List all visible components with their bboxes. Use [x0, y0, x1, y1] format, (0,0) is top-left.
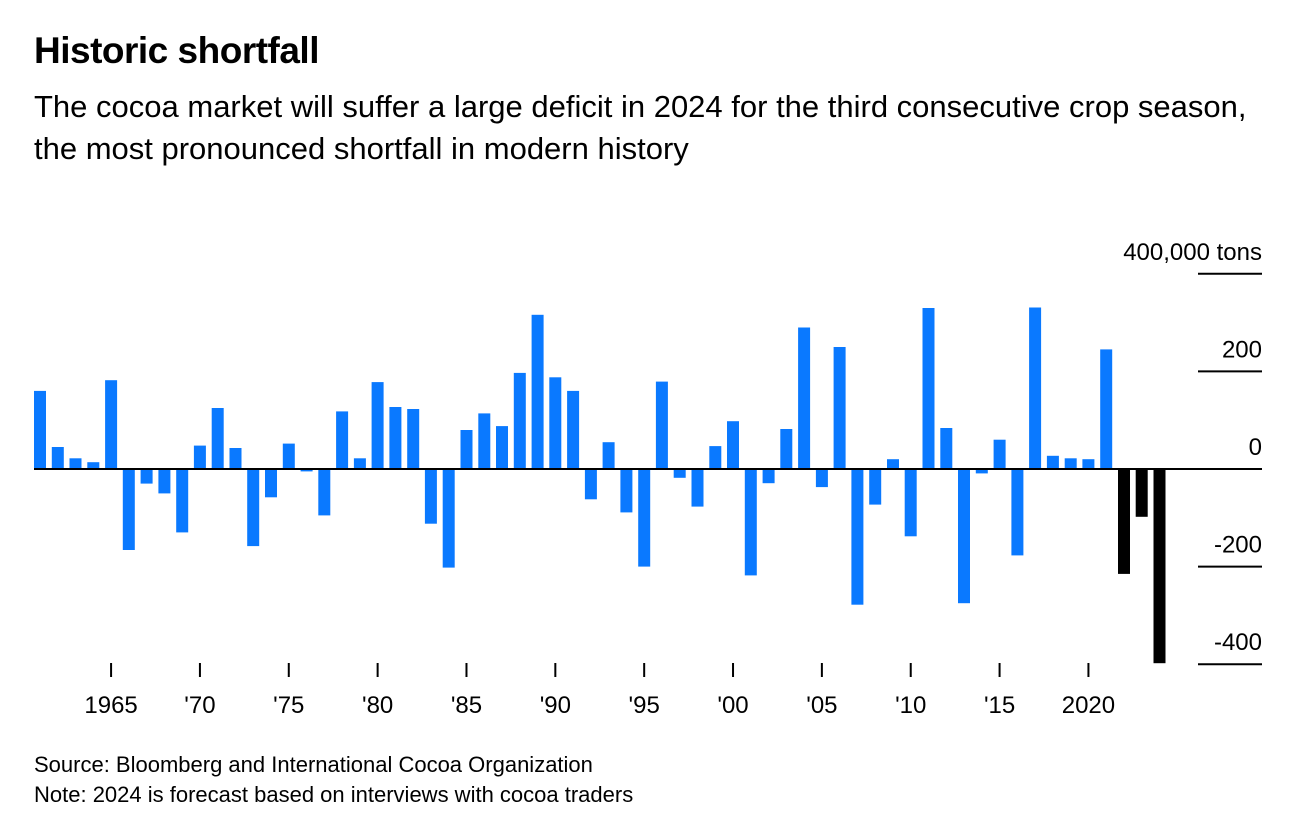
- bar-1970: [193, 445, 206, 469]
- x-tick-label-3: '80: [362, 692, 393, 719]
- bar-2015: [993, 439, 1006, 469]
- bar-2021: [1100, 349, 1113, 469]
- bar-1975: [282, 443, 295, 469]
- bar-1973: [247, 469, 260, 547]
- bar-1980: [371, 382, 384, 469]
- x-tick-label-5: '90: [540, 692, 571, 719]
- x-tick-label-9: '10: [895, 692, 926, 719]
- y-tick-label-3: -200: [1214, 532, 1262, 559]
- bar-1967: [140, 469, 153, 484]
- bar-2013: [958, 469, 970, 604]
- bar-1998: [691, 469, 704, 507]
- x-tick-label-6: '95: [629, 692, 660, 719]
- y-tick-label-1: 200: [1222, 336, 1262, 363]
- bar-1969: [176, 469, 189, 533]
- x-tick-label-7: '00: [717, 692, 748, 719]
- bar-1999: [709, 446, 722, 469]
- bar-1968: [158, 469, 171, 494]
- bar-1991: [567, 390, 580, 469]
- bar-1965: [105, 380, 118, 469]
- bar-1986: [478, 413, 491, 469]
- source-note: Source: Bloomberg and International Coco…: [34, 752, 593, 777]
- bar-2006: [833, 347, 846, 469]
- y-axis: 400,000 tons 200 0 -200 -400: [1123, 239, 1262, 666]
- bar-1977: [318, 469, 331, 516]
- bar-1984: [442, 469, 455, 568]
- chart-subtitle: The cocoa market will suffer a large def…: [34, 89, 1247, 166]
- bar-2000: [727, 421, 739, 469]
- bar-1982: [407, 409, 420, 469]
- bar-1972: [229, 448, 242, 469]
- bar-1987: [496, 426, 508, 469]
- x-tick-label-11: 2020: [1062, 692, 1115, 719]
- bar-1978: [336, 411, 349, 469]
- bar-1976: [300, 469, 313, 472]
- bar-2014: [975, 469, 988, 474]
- bar-2002: [762, 469, 775, 484]
- bar-1997: [673, 469, 686, 478]
- y-tick-label-4: -400: [1214, 629, 1262, 656]
- bar-1964: [87, 462, 100, 469]
- bar-1971: [211, 408, 224, 469]
- bar-1966: [122, 469, 135, 550]
- bar-2024: [1153, 469, 1166, 664]
- bar-1990: [549, 377, 562, 469]
- bar-2012: [940, 428, 953, 469]
- x-tick-label-10: '15: [984, 692, 1015, 719]
- x-tick-label-2: '75: [273, 692, 304, 719]
- forecast-note: Note: 2024 is forecast based on intervie…: [34, 782, 634, 807]
- bar-2005: [815, 469, 828, 488]
- bar-chart: 400,000 tons 200 0 -200 -400 1965 '70 '75 '80 '8…: [34, 239, 1262, 719]
- x-tick-label-1: '70: [184, 692, 215, 719]
- bar-1985: [460, 430, 473, 469]
- bar-1992: [584, 469, 597, 500]
- bar-1988: [513, 372, 526, 469]
- bar-2023: [1135, 469, 1148, 517]
- bar-2001: [744, 469, 757, 576]
- bar-2017: [1029, 307, 1042, 469]
- bar-1983: [424, 469, 437, 524]
- bar-2020: [1082, 459, 1095, 469]
- bar-1994: [620, 469, 633, 513]
- bar-2008: [869, 469, 882, 505]
- y-tick-label-2: 0: [1249, 434, 1262, 461]
- bar-1961: [34, 390, 46, 469]
- bar-2018: [1046, 455, 1059, 469]
- x-tick-label-4: '85: [451, 692, 482, 719]
- bar-1981: [389, 407, 402, 469]
- bar-1995: [638, 469, 651, 567]
- bar-2011: [922, 308, 935, 469]
- x-axis: 1965 '70 '75 '80 '85 '90 '95 '00 '05 '10 '15 2020: [84, 663, 1115, 719]
- bars-group: [34, 307, 1166, 664]
- bar-2009: [887, 459, 899, 469]
- x-tick-label-8: '05: [806, 692, 837, 719]
- y-tick-label-0: 400,000 tons: [1123, 239, 1262, 266]
- bar-2004: [798, 327, 811, 469]
- chart-title: Historic shortfall: [34, 30, 320, 71]
- bar-1996: [655, 381, 668, 469]
- bar-1962: [51, 447, 64, 469]
- bar-2019: [1064, 458, 1077, 469]
- bar-1979: [353, 458, 366, 469]
- bar-2007: [851, 469, 864, 605]
- bar-2022: [1118, 469, 1130, 574]
- bar-1963: [69, 458, 82, 469]
- bar-1993: [602, 442, 615, 469]
- bar-1974: [265, 469, 277, 498]
- x-tick-label-0: 1965: [84, 692, 137, 719]
- bar-2016: [1011, 469, 1024, 556]
- bar-2003: [780, 429, 793, 469]
- bar-2010: [904, 469, 917, 537]
- bar-1989: [531, 314, 544, 469]
